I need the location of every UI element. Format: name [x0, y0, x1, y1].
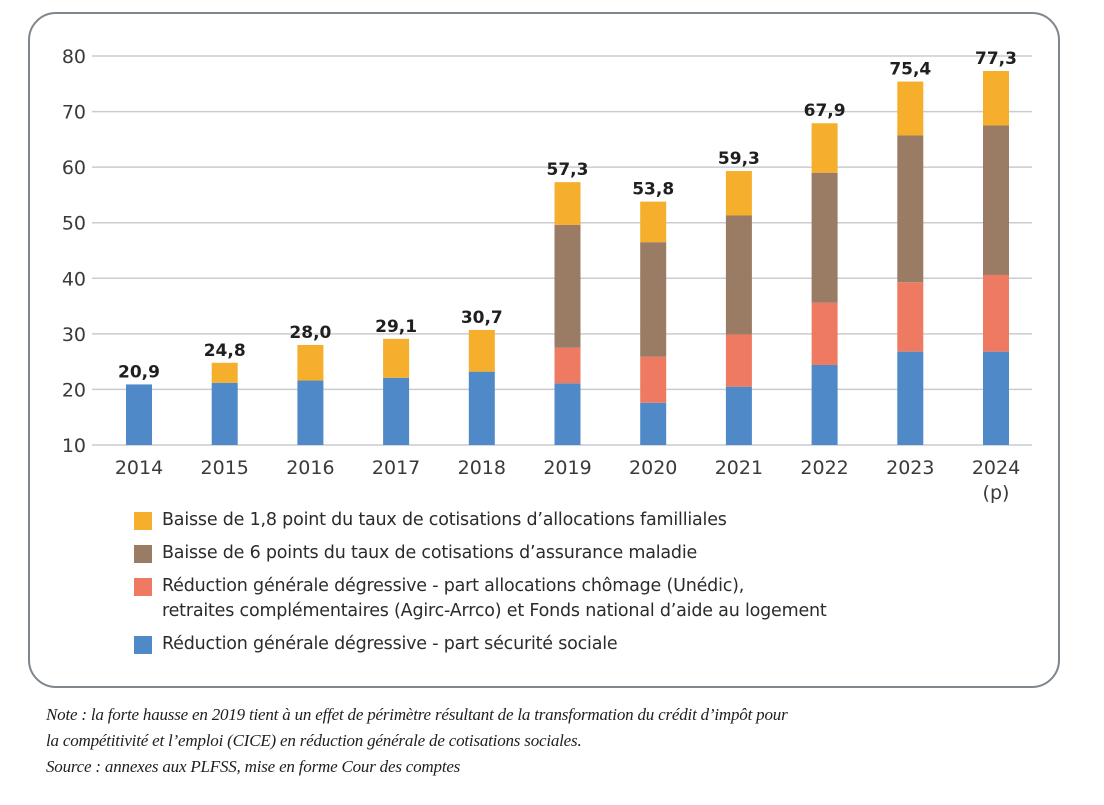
- bar-segment-2023-s3: [897, 81, 924, 136]
- source-line: Source : annexes aux PLFSS, mise en form…: [46, 757, 461, 776]
- bar-segment-2022-s1: [811, 302, 838, 365]
- bar-segment-2015-s3: [211, 362, 238, 383]
- total-label-2021: 59,3: [718, 149, 760, 169]
- total-label-2014: 20,9: [118, 362, 160, 382]
- bar-segment-2014-s0: [126, 384, 152, 445]
- bars: [126, 71, 1009, 445]
- x-tick-label-2014: 2014: [115, 457, 163, 479]
- y-axis-ticks: 10 20 30 40 50 60 70 80: [62, 46, 86, 457]
- bar-segment-2016-s0: [297, 380, 324, 445]
- y-tick-label: 70: [62, 102, 86, 124]
- bar-segment-2022-s0: [811, 364, 838, 445]
- bar-segment-2021-s2: [725, 215, 752, 335]
- bar-segment-2015-s0: [211, 382, 238, 445]
- legend-swatch: [134, 512, 152, 530]
- y-tick-label: 80: [62, 46, 86, 68]
- total-label-2019: 57,3: [547, 160, 589, 180]
- y-tick-label: 60: [62, 157, 86, 179]
- bar-segment-2019-s3: [554, 182, 581, 225]
- bar-segment-2024-s0: [983, 351, 1009, 445]
- y-tick-label: 10: [62, 435, 86, 457]
- legend-item-health-insurance: Baisse de 6 points du taux de cotisation…: [134, 541, 827, 566]
- total-label-2024: 77,3: [975, 49, 1017, 69]
- bar-segment-2018-s0: [468, 371, 495, 445]
- legend-item-family-allowances: Baisse de 1,8 point du taux de cotisatio…: [134, 508, 827, 533]
- x-tick-label-2016: 2016: [286, 457, 334, 479]
- bar-segment-2023-s2: [897, 135, 924, 283]
- legend-swatch: [134, 545, 152, 563]
- bar-segment-2019-s0: [554, 383, 581, 445]
- x-tick-label-2023: 2023: [886, 457, 934, 479]
- x-tick-label-2019: 2019: [543, 457, 591, 479]
- data-labels: 20,9 24,8 28,0 29,1 30,7 57,3 53,8 59,3 67,9 75,4…: [118, 49, 1017, 382]
- legend-label: Baisse de 1,8 point du taux de cotisatio…: [162, 510, 727, 530]
- bar-segment-2024-s1: [983, 274, 1009, 352]
- bar-segment-2019-s2: [554, 224, 581, 348]
- legend-label: Baisse de 6 points du taux de cotisation…: [162, 543, 698, 563]
- total-label-2022: 67,9: [804, 101, 846, 121]
- legend-item-social-security: Réduction générale dégressive - part séc…: [134, 632, 827, 657]
- stacked-bar-chart: 10 20 30 40 50 60 70 80 20,9 24,8 28,0 29,1 30,7 57,…: [62, 46, 1032, 504]
- total-label-2017: 29,1: [375, 317, 417, 337]
- legend-swatch: [134, 578, 152, 596]
- legend-item-unemployment-pensions: Réduction générale dégressive - part all…: [134, 574, 827, 624]
- bar-segment-2023-s0: [897, 351, 924, 445]
- bar-segment-2021-s1: [725, 334, 752, 387]
- bar-segment-2020-s3: [640, 201, 667, 243]
- total-label-2023: 75,4: [889, 60, 931, 80]
- bar-segment-2021-s3: [725, 171, 752, 216]
- bar-segment-2019-s1: [554, 347, 581, 384]
- legend-swatch: [134, 636, 152, 654]
- bar-segment-2023-s1: [897, 282, 924, 352]
- chart-notes: Note : la forte hausse en 2019 tient à u…: [46, 702, 788, 780]
- x-tick-label-2021: 2021: [715, 457, 763, 479]
- total-label-2018: 30,7: [461, 308, 503, 328]
- x-tick-label-2015: 2015: [201, 457, 249, 479]
- y-tick-label: 30: [62, 324, 86, 346]
- x-tick-label-2022: 2022: [800, 457, 848, 479]
- x-tick-label-2020: 2020: [629, 457, 677, 479]
- y-tick-label: 20: [62, 379, 86, 401]
- x-tick-label-2017: 2017: [372, 457, 420, 479]
- legend-label: Réduction générale dégressive - part all…: [162, 576, 827, 621]
- total-label-2020: 53,8: [632, 180, 674, 200]
- note-line-1: Note : la forte hausse en 2019 tient à u…: [46, 705, 788, 724]
- bar-segment-2024-s3: [983, 71, 1009, 126]
- total-label-2016: 28,0: [289, 323, 331, 343]
- bar-segment-2022-s2: [811, 172, 838, 303]
- note-line-2: la compétitivité et l’emploi (CICE) en r…: [46, 731, 582, 750]
- bar-segment-2020-s1: [640, 356, 667, 403]
- legend: Baisse de 1,8 point du taux de cotisatio…: [134, 508, 827, 665]
- x-tick-label-2024: 2024: [972, 457, 1020, 479]
- legend-label: Réduction générale dégressive - part séc…: [162, 634, 618, 654]
- bar-segment-2018-s3: [468, 329, 495, 372]
- bar-segment-2021-s0: [725, 386, 752, 445]
- x-axis-ticks: 2014 2015 2016 2017 2018 2019 2020 2021 2022 2023…: [115, 457, 1020, 504]
- bar-segment-2017-s0: [383, 377, 410, 445]
- x-tick-sublabel-2024: (p): [983, 482, 1010, 504]
- x-tick-label-2018: 2018: [458, 457, 506, 479]
- bar-segment-2022-s3: [811, 123, 838, 173]
- total-label-2015: 24,8: [204, 341, 246, 361]
- bar-segment-2020-s0: [640, 402, 667, 445]
- y-tick-label: 40: [62, 268, 86, 290]
- bar-segment-2020-s2: [640, 242, 667, 357]
- chart-frame: [28, 12, 1060, 688]
- bar-segment-2024-s2: [983, 125, 1009, 275]
- bar-segment-2016-s3: [297, 344, 324, 381]
- y-tick-label: 50: [62, 213, 86, 235]
- bar-segment-2017-s3: [383, 338, 410, 378]
